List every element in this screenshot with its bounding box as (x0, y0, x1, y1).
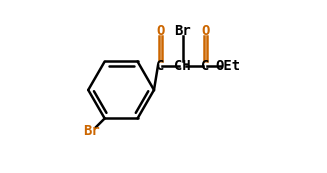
Text: Br: Br (174, 24, 191, 38)
Text: O: O (201, 24, 209, 38)
Text: Br: Br (83, 124, 100, 138)
Text: OEt: OEt (215, 59, 240, 73)
Text: C: C (156, 59, 164, 73)
Text: CH: CH (174, 59, 191, 73)
Text: O: O (156, 24, 164, 38)
Text: C: C (201, 59, 209, 73)
